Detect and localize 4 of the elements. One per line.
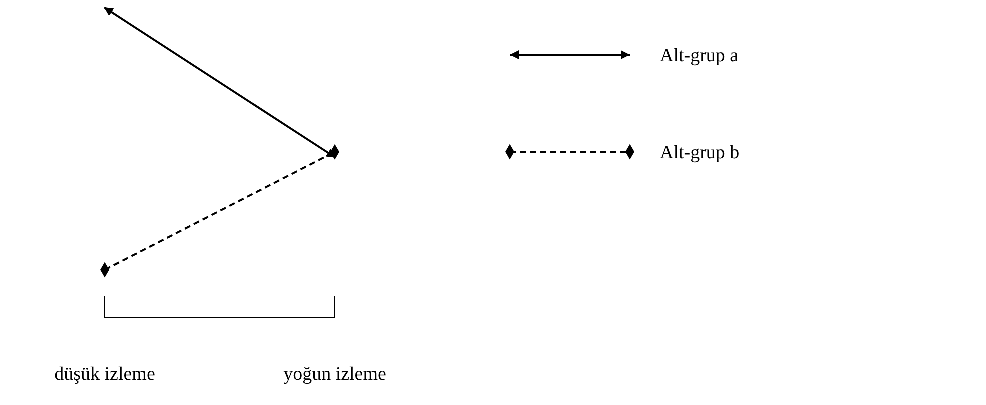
x-tick-label: düşük izleme: [54, 364, 156, 386]
legend-label: Alt-grup b: [660, 142, 740, 164]
x-tick-label: yoğun izleme: [284, 364, 386, 386]
legend-label: Alt-grup a: [660, 46, 740, 67]
